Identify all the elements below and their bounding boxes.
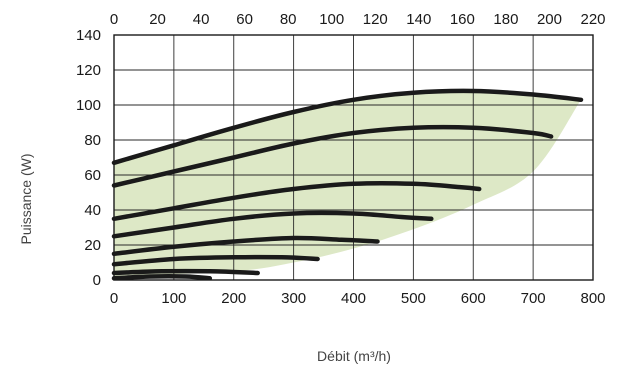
x-secondary-tick-label: 140 xyxy=(406,11,431,28)
y-tick-label: 80 xyxy=(84,132,101,149)
x-secondary-axis-ticks: 0 20 40 60 80 100 120 140 160 180 200 220 xyxy=(110,11,606,28)
x-tick-label: 200 xyxy=(221,290,246,307)
y-tick-label: 40 xyxy=(84,202,101,219)
x-secondary-tick-label: 0 xyxy=(110,11,118,28)
x-tick-label: 500 xyxy=(401,290,426,307)
y-axis-label: Puissance (W) xyxy=(18,153,34,244)
x-secondary-tick-label: 160 xyxy=(450,11,475,28)
x-tick-label: 100 xyxy=(161,290,186,307)
x-axis-ticks: 0 100 200 300 400 500 600 700 800 xyxy=(110,290,606,307)
y-tick-label: 60 xyxy=(84,167,101,184)
y-tick-label: 0 xyxy=(93,272,101,289)
x-secondary-tick-label: 80 xyxy=(280,11,297,28)
x-secondary-tick-label: 60 xyxy=(236,11,253,28)
x-tick-label: 400 xyxy=(341,290,366,307)
x-tick-label: 0 xyxy=(110,290,118,307)
x-tick-label: 600 xyxy=(461,290,486,307)
x-secondary-tick-label: 20 xyxy=(149,11,166,28)
x-secondary-tick-label: 40 xyxy=(193,11,210,28)
y-tick-label: 20 xyxy=(84,237,101,254)
x-tick-label: 700 xyxy=(521,290,546,307)
y-axis-ticks: 0 20 40 60 80 100 120 140 xyxy=(76,27,101,289)
x-secondary-tick-label: 220 xyxy=(580,11,605,28)
x-tick-label: 800 xyxy=(580,290,605,307)
x-secondary-tick-label: 200 xyxy=(537,11,562,28)
y-tick-label: 100 xyxy=(76,97,101,114)
x-tick-label: 300 xyxy=(281,290,306,307)
x-secondary-tick-label: 100 xyxy=(319,11,344,28)
y-tick-label: 120 xyxy=(76,62,101,79)
y-tick-label: 140 xyxy=(76,27,101,44)
x-secondary-tick-label: 120 xyxy=(363,11,388,28)
series-line-8 xyxy=(114,276,210,278)
series-line-7 xyxy=(114,271,258,273)
x-secondary-tick-label: 180 xyxy=(493,11,518,28)
x-axis-label: Débit (m³/h) xyxy=(317,348,391,364)
